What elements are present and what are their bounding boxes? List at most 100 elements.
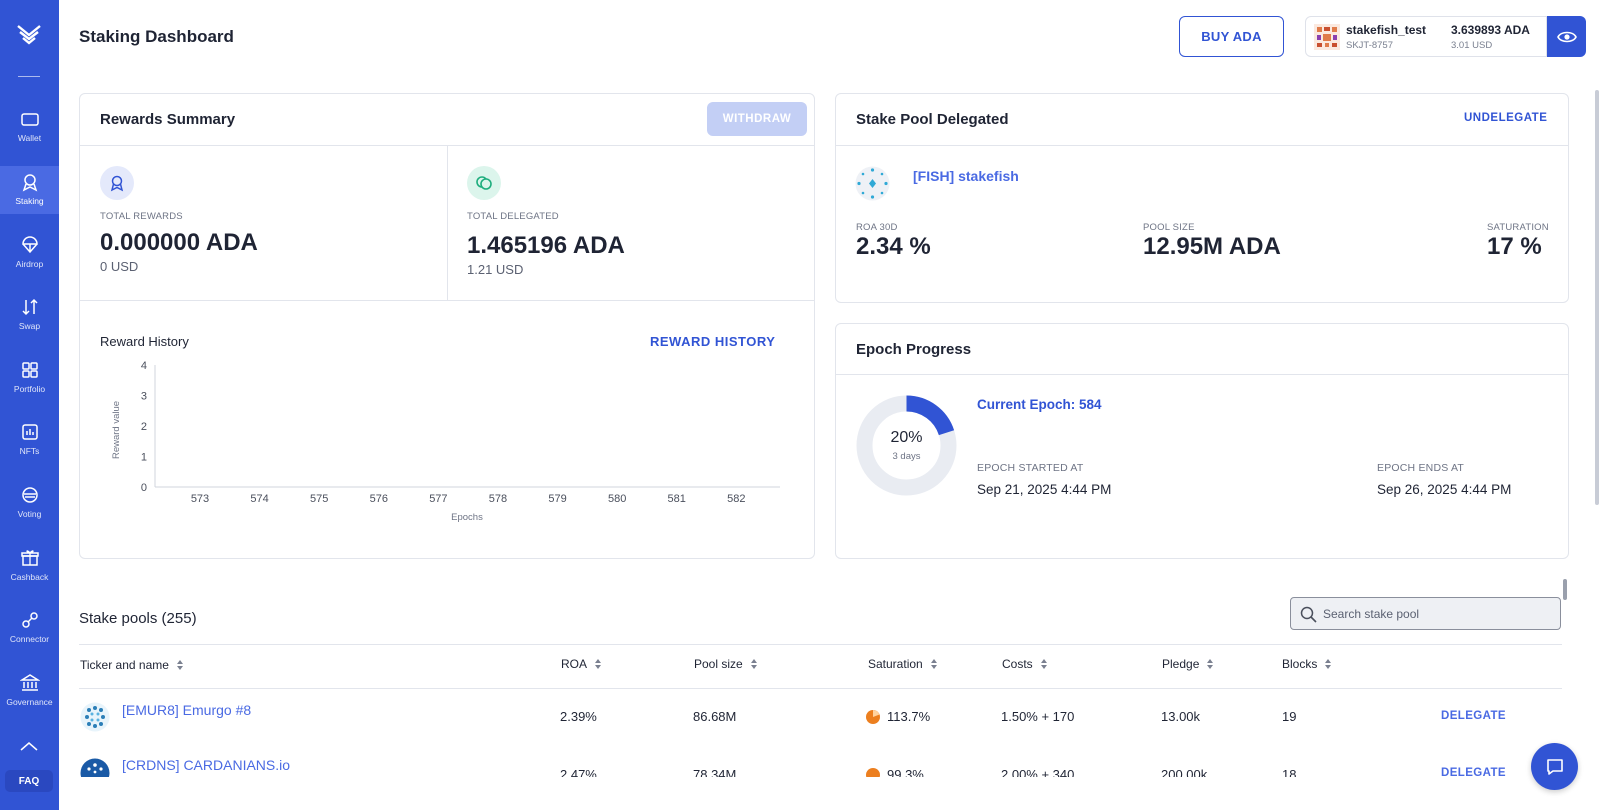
x-tick-label: 574 <box>250 493 268 505</box>
pool-size-value: 12.95M ADA <box>1143 233 1281 260</box>
sidebar-item-label: Voting <box>17 509 42 519</box>
undelegate-button[interactable]: UNDELEGATE <box>1464 112 1548 124</box>
column-pool-size[interactable]: Pool size <box>694 657 757 671</box>
chat-support-button[interactable] <box>1531 743 1578 790</box>
roa-label: ROA 30D <box>856 222 898 233</box>
stake-pool-delegated-title: Stake Pool Delegated <box>856 111 1009 128</box>
wallet-avatar <box>1314 24 1340 50</box>
epoch-ends-value: Sep 26, 2025 4:44 PM <box>1377 482 1512 497</box>
faq-button[interactable]: FAQ <box>5 770 53 792</box>
portfolio-icon <box>21 362 38 378</box>
sidebar-item-label: Portfolio <box>13 384 46 394</box>
epoch-progress-title: Epoch Progress <box>856 341 972 358</box>
cardanians-pool-logo <box>80 758 110 777</box>
sidebar-item-swap[interactable]: Swap <box>0 291 59 339</box>
column-saturation[interactable]: Saturation <box>868 657 937 671</box>
column-label: Blocks <box>1282 657 1318 671</box>
search-icon <box>1300 606 1317 623</box>
rewards-summary-title: Rewards Summary <box>100 111 236 128</box>
wallet-selector[interactable]: stakefish_test SKJT-8757 3.639893 ADA 3.… <box>1305 16 1547 57</box>
pool-name[interactable]: [EMUR8] Emurgo #8 <box>122 702 252 718</box>
stake-pool-delegated-card <box>835 93 1569 303</box>
sidebar-item-label: Swap <box>18 321 41 331</box>
sidebar-item-label: Airdrop <box>15 259 44 269</box>
pool-saturation: 99.3% <box>887 767 924 777</box>
buy-ada-button[interactable]: BUY ADA <box>1179 16 1284 57</box>
divider <box>80 300 814 301</box>
column-costs[interactable]: Costs <box>1002 657 1047 671</box>
yoroi-logo-icon[interactable] <box>16 22 42 48</box>
sidebar-item-airdrop[interactable]: Airdrop <box>0 229 59 277</box>
sort-icon <box>1040 659 1047 669</box>
swap-icon <box>21 298 38 316</box>
column-roa[interactable]: ROA <box>561 657 602 671</box>
sidebar-item-staking[interactable]: Staking <box>0 166 59 214</box>
stakefish-pool-logo <box>855 166 890 201</box>
pool-pledge: 13.00k <box>1161 709 1201 724</box>
sidebar-item-portfolio[interactable]: Portfolio <box>0 354 59 402</box>
sidebar-item-label: Cashback <box>10 572 49 582</box>
sidebar-item-connector[interactable]: Connector <box>0 604 59 652</box>
epoch-days-left: 3 days <box>892 451 921 462</box>
pool-name[interactable]: [CRDNS] CARDANIANS.io <box>122 757 291 773</box>
sidebar-item-cashback[interactable]: Cashback <box>0 542 59 590</box>
pool-size: 86.68M <box>693 709 737 724</box>
current-epoch: Current Epoch: 584 <box>977 397 1102 412</box>
epoch-progress-card <box>835 323 1569 559</box>
saturation-pie-icon <box>866 768 880 777</box>
pool-saturation: 113.7% <box>887 709 931 724</box>
sidebar-item-wallet[interactable]: Wallet <box>0 103 59 151</box>
column-blocks[interactable]: Blocks <box>1282 657 1332 671</box>
wallet-balance-usd: 3.01 USD <box>1451 40 1493 51</box>
delegate-button[interactable]: DELEGATE <box>1441 767 1506 777</box>
column-label: ROA <box>561 657 588 671</box>
chart-x-axis-label: Epochs <box>451 512 483 523</box>
y-tick-label: 4 <box>141 360 147 372</box>
search-stake-pool[interactable] <box>1290 597 1561 630</box>
x-tick-label: 579 <box>548 493 566 505</box>
column-label: Costs <box>1002 657 1033 671</box>
sidebar-divider <box>18 76 40 77</box>
divider <box>79 688 1562 689</box>
table-scrollbar[interactable] <box>1563 579 1567 600</box>
delegate-button[interactable]: DELEGATE <box>1441 710 1506 722</box>
reward-history-chart: 0 1 2 3 4 573 574 575 576 577 578 579 580 581 582 Epoch… <box>111 360 780 523</box>
column-ticker-name[interactable]: Ticker and name <box>80 658 183 672</box>
sidebar-item-label: Connector <box>9 634 50 644</box>
x-tick-label: 580 <box>608 493 626 505</box>
sidebar-item-governance[interactable]: Governance <box>0 667 59 715</box>
x-tick-label: 575 <box>310 493 328 505</box>
page-title: Staking Dashboard <box>79 27 234 46</box>
sort-icon <box>1207 659 1214 669</box>
total-delegated-value: 1.465196 ADA <box>467 232 625 259</box>
page-scrollbar[interactable] <box>1595 90 1599 505</box>
toggle-balance-button[interactable] <box>1547 16 1586 57</box>
eye-icon <box>1556 31 1577 42</box>
search-input[interactable] <box>1323 598 1553 629</box>
governance-icon <box>19 674 40 691</box>
divider <box>80 145 814 146</box>
column-pledge[interactable]: Pledge <box>1162 657 1214 671</box>
reward-history-link[interactable]: REWARD HISTORY <box>650 334 776 349</box>
x-tick-label: 582 <box>727 493 745 505</box>
total-delegated-usd: 1.21 USD <box>467 262 524 277</box>
epoch-ends-label: EPOCH ENDS AT <box>1377 462 1465 474</box>
chat-icon <box>1546 758 1563 775</box>
sidebar-item-label: Staking <box>15 196 44 206</box>
sort-icon <box>1325 659 1332 669</box>
column-label: Saturation <box>868 657 923 671</box>
airdrop-icon <box>21 236 38 254</box>
y-tick-label: 1 <box>141 452 147 464</box>
cashback-icon <box>20 550 39 566</box>
sidebar-item-nfts[interactable]: NFTs <box>0 416 59 464</box>
delegated-pool-name[interactable]: [FISH] stakefish <box>913 168 1019 184</box>
more-icon[interactable] <box>19 740 39 752</box>
withdraw-button[interactable]: WITHDRAW <box>707 102 807 136</box>
y-tick-label: 2 <box>141 421 147 433</box>
epoch-started-value: Sep 21, 2025 4:44 PM <box>977 482 1112 497</box>
pool-costs: 2.00% + 340 <box>1001 767 1075 777</box>
sidebar-item-voting[interactable]: Voting <box>0 479 59 527</box>
total-rewards-value: 0.000000 ADA <box>100 229 258 256</box>
pool-size: 78.34M <box>693 767 737 777</box>
delegated-coins-icon <box>467 166 501 200</box>
